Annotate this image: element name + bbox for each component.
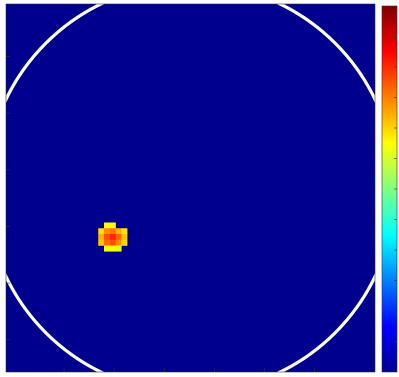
heatmap-background bbox=[6, 4, 375, 372]
heatmap-cell bbox=[98, 239, 105, 246]
heatmap-cell bbox=[115, 228, 122, 235]
heatmap-cell bbox=[104, 245, 111, 252]
heatmap-cell bbox=[109, 239, 116, 246]
heatmap-cell bbox=[104, 222, 111, 229]
heatmap-cell bbox=[104, 234, 111, 241]
x-axis-ticks bbox=[63, 368, 315, 372]
colorbar bbox=[381, 5, 398, 373]
heatmap-cell bbox=[104, 228, 111, 235]
heatmap-cell bbox=[109, 228, 116, 235]
heatmap-cell bbox=[121, 239, 128, 246]
heatmap-cell bbox=[98, 234, 105, 241]
heatmap-cells bbox=[98, 222, 128, 252]
heatmap-cell bbox=[115, 245, 122, 252]
plot-frame bbox=[5, 3, 376, 373]
y-axis-ticks bbox=[6, 56, 10, 340]
heatmap-cell bbox=[121, 234, 128, 241]
colorbar-ticks bbox=[394, 36, 397, 342]
heatmap-cell bbox=[115, 239, 122, 246]
heatmap-cell bbox=[109, 245, 116, 252]
heatmap-cell bbox=[121, 228, 128, 235]
heatmap-cell bbox=[115, 234, 122, 241]
heatmap-cell bbox=[98, 228, 105, 235]
heatmap-cell bbox=[104, 239, 111, 246]
heatmap-cell bbox=[109, 234, 116, 241]
heatmap-cell bbox=[109, 222, 116, 229]
